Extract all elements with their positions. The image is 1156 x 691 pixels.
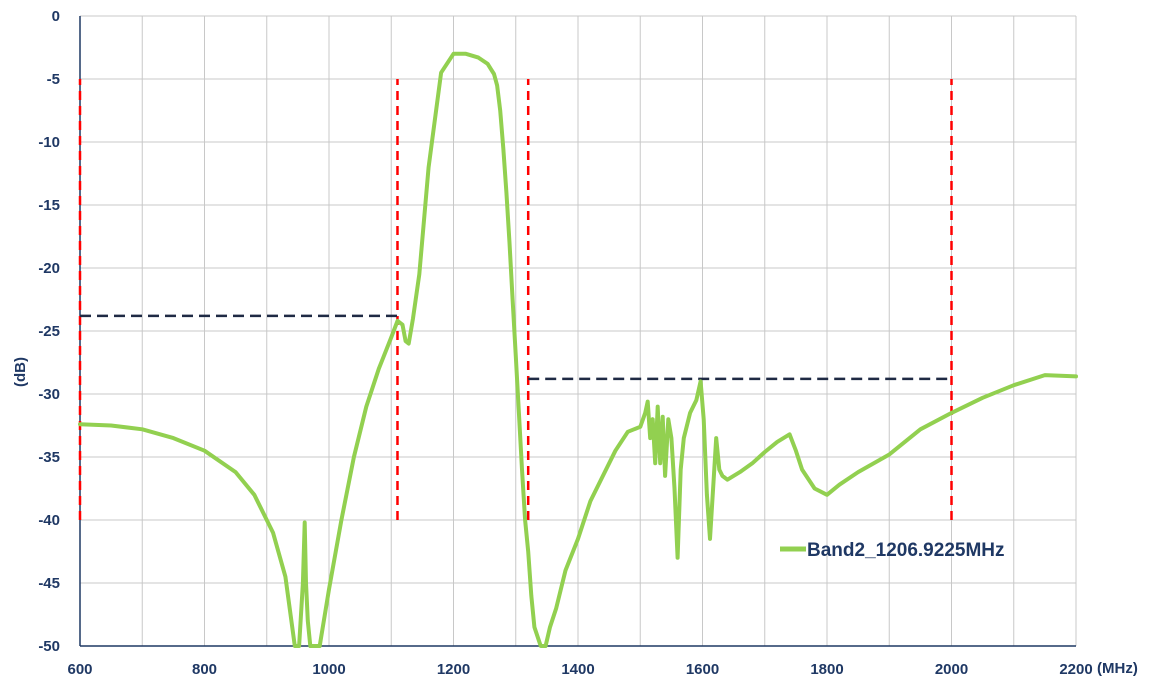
y-tick-label: -40 (38, 512, 60, 529)
y-tick-label: -25 (38, 323, 60, 340)
y-tick-label: -35 (38, 449, 60, 466)
series-line (78, 51, 1078, 648)
y-tick-label: -50 (38, 638, 60, 655)
x-tick-label: 2000 (935, 661, 968, 678)
y-axis-label: (dB) (12, 357, 29, 387)
series-layer (78, 51, 1078, 648)
x-tick-label: 2200 (1059, 661, 1092, 678)
x-tick-label: 800 (192, 661, 217, 678)
x-tick-label: 1000 (312, 661, 345, 678)
y-tick-label: -5 (47, 71, 60, 88)
legend-label: Band2_1206.9225MHz (807, 540, 1005, 561)
tick-labels: 600 800 1000 1200 1400 1600 1800 2000 2200 0 -5 -10… (38, 8, 1092, 678)
x-tick-label: 1400 (561, 661, 594, 678)
y-tick-label: -15 (38, 197, 60, 214)
x-tick-label: 1200 (437, 661, 470, 678)
x-axis-unit-label: (MHz) (1097, 660, 1138, 677)
y-tick-label: -30 (38, 386, 60, 403)
y-tick-label: -10 (38, 134, 60, 151)
y-tick-label: -45 (38, 575, 60, 592)
x-tick-label: 600 (67, 661, 92, 678)
y-tick-label: -20 (38, 260, 60, 277)
gridlines (79, 15, 1077, 647)
legend: Band2_1206.9225MHz (780, 540, 1005, 561)
reference-lines (78, 79, 953, 520)
y-tick-label: 0 (52, 8, 60, 25)
x-tick-label: 1800 (810, 661, 843, 678)
x-tick-label: 1600 (686, 661, 719, 678)
